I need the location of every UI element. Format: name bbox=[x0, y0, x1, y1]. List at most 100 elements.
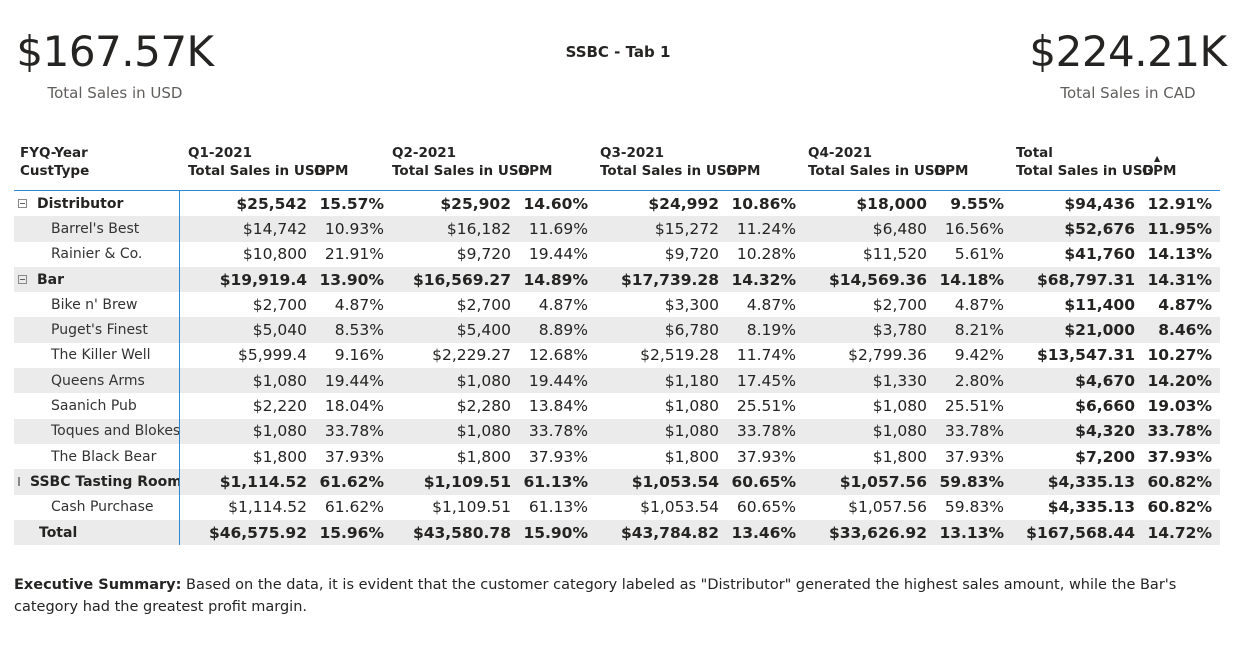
gpm-cell[interactable]: 59.83% bbox=[939, 472, 1004, 491]
column-header-total[interactable]: Total bbox=[1008, 140, 1212, 161]
gpm-cell[interactable]: 61.13% bbox=[528, 498, 588, 517]
gpm-cell[interactable]: 14.31% bbox=[1147, 270, 1212, 289]
sales-cell[interactable]: $1,080 bbox=[872, 397, 927, 416]
gpm-cell[interactable]: 17.45% bbox=[736, 371, 796, 390]
sales-cell[interactable]: $17,739.28 bbox=[620, 270, 719, 289]
kpi-card-usd[interactable]: $167.57K Total Sales in USD bbox=[10, 24, 220, 102]
sales-cell[interactable]: $1,800 bbox=[664, 447, 719, 466]
gpm-cell[interactable]: 33.78% bbox=[1147, 422, 1212, 441]
gpm-cell[interactable]: 14.20% bbox=[1147, 371, 1212, 390]
gpm-cell[interactable]: 10.93% bbox=[324, 219, 384, 238]
sales-cell[interactable]: $2,280 bbox=[456, 397, 511, 416]
gpm-cell[interactable]: 19.03% bbox=[1147, 397, 1212, 416]
minus-square-icon[interactable] bbox=[18, 275, 27, 285]
row-header[interactable]: Toques and Blokes bbox=[14, 418, 180, 444]
column-header-q3[interactable]: Q3-2021 bbox=[592, 140, 800, 161]
sales-cell[interactable]: $2,799.36 bbox=[848, 346, 927, 365]
corner-header-bottom[interactable]: CustType bbox=[20, 163, 90, 179]
sales-cell[interactable]: $9,720 bbox=[664, 245, 719, 264]
sales-cell[interactable]: $19,919.4 bbox=[219, 270, 307, 289]
sales-cell[interactable]: $1,114.52 bbox=[219, 472, 307, 491]
row-header[interactable]: Distributor bbox=[14, 191, 180, 217]
gpm-cell[interactable]: 21.91% bbox=[324, 245, 384, 264]
sales-cell[interactable]: $1,053.54 bbox=[640, 498, 719, 517]
gpm-cell[interactable]: 9.42% bbox=[954, 346, 1004, 365]
sales-cell[interactable]: $1,080 bbox=[456, 422, 511, 441]
sales-cell[interactable]: $1,057.56 bbox=[839, 472, 927, 491]
sales-cell[interactable]: $1,057.56 bbox=[848, 498, 927, 517]
sales-cell[interactable]: $1,800 bbox=[252, 447, 307, 466]
gpm-cell[interactable]: 14.18% bbox=[939, 270, 1004, 289]
gpm-cell[interactable]: 11.74% bbox=[736, 346, 796, 365]
gpm-cell[interactable]: 11.95% bbox=[1147, 219, 1212, 238]
column-header-q2[interactable]: Q2-2021 bbox=[384, 140, 592, 161]
gpm-cell[interactable]: 60.65% bbox=[736, 498, 796, 517]
sales-header[interactable]: Total Sales in USD bbox=[188, 163, 326, 179]
gpm-header[interactable]: GPM bbox=[726, 163, 761, 179]
gpm-header[interactable]: GPM bbox=[934, 163, 969, 179]
gpm-cell[interactable]: 8.53% bbox=[334, 321, 384, 340]
table-row[interactable]: The Black Bear $1,800 37.93% $1,800 37.93% $1… bbox=[14, 443, 1220, 470]
gpm-cell[interactable]: 10.86% bbox=[731, 194, 796, 213]
sales-cell[interactable]: $11,400 bbox=[1064, 295, 1135, 314]
gpm-cell[interactable]: 11.69% bbox=[528, 219, 588, 238]
sales-cell[interactable]: $9,720 bbox=[456, 245, 511, 264]
gpm-cell[interactable]: 15.96% bbox=[319, 523, 384, 542]
sales-header[interactable]: Total Sales in USD bbox=[808, 163, 946, 179]
row-header[interactable]: Barrel's Best bbox=[14, 216, 180, 242]
sales-cell[interactable]: $1,330 bbox=[872, 371, 927, 390]
gpm-cell[interactable]: 13.46% bbox=[731, 523, 796, 542]
gpm-cell[interactable]: 14.60% bbox=[523, 194, 588, 213]
sales-cell[interactable]: $5,040 bbox=[252, 321, 307, 340]
gpm-cell[interactable]: 37.93% bbox=[528, 447, 588, 466]
sales-cell[interactable]: $4,320 bbox=[1075, 422, 1135, 441]
gpm-cell[interactable]: 9.55% bbox=[950, 194, 1004, 213]
sales-cell[interactable]: $43,580.78 bbox=[412, 523, 511, 542]
gpm-cell[interactable]: 12.68% bbox=[528, 346, 588, 365]
table-row[interactable]: Toques and Blokes $1,080 33.78% $1,080 33.78… bbox=[14, 418, 1220, 444]
gpm-cell[interactable]: 60.82% bbox=[1147, 498, 1212, 517]
kpi-card-cad[interactable]: $224.21K Total Sales in CAD bbox=[1023, 24, 1233, 102]
sales-cell[interactable]: $21,000 bbox=[1064, 321, 1135, 340]
sales-cell[interactable]: $1,080 bbox=[664, 422, 719, 441]
gpm-cell[interactable]: 37.93% bbox=[736, 447, 796, 466]
gpm-cell[interactable]: 19.44% bbox=[528, 371, 588, 390]
gpm-cell[interactable]: 25.51% bbox=[736, 397, 796, 416]
sales-cell[interactable]: $1,080 bbox=[664, 397, 719, 416]
gpm-cell[interactable]: 14.32% bbox=[731, 270, 796, 289]
sales-cell[interactable]: $1,114.52 bbox=[228, 498, 307, 517]
group-row[interactable]: Bar $19,919.4 13.90% $16,569.27 14.89% $17,73… bbox=[14, 266, 1220, 293]
sales-cell[interactable]: $14,569.36 bbox=[828, 270, 927, 289]
sales-cell[interactable]: $1,080 bbox=[252, 371, 307, 390]
gpm-cell[interactable]: 18.04% bbox=[324, 397, 384, 416]
sales-cell[interactable]: $52,676 bbox=[1064, 219, 1135, 238]
table-row[interactable]: Rainier & Co. $10,800 21.91% $9,720 19.44% $9… bbox=[14, 241, 1220, 267]
column-header-q4[interactable]: Q4-2021 bbox=[800, 140, 1008, 161]
gpm-header[interactable]: GPM bbox=[518, 163, 553, 179]
gpm-cell[interactable]: 37.93% bbox=[944, 447, 1004, 466]
row-header[interactable]: The Black Bear bbox=[14, 443, 180, 470]
sales-cell[interactable]: $24,992 bbox=[648, 194, 719, 213]
sales-cell[interactable]: $18,000 bbox=[856, 194, 927, 213]
gpm-cell[interactable]: 16.56% bbox=[944, 219, 1004, 238]
gpm-cell[interactable]: 14.72% bbox=[1147, 523, 1212, 542]
gpm-cell[interactable]: 4.87% bbox=[954, 295, 1004, 314]
gpm-cell[interactable]: 33.78% bbox=[324, 422, 384, 441]
sales-cell[interactable]: $94,436 bbox=[1064, 194, 1135, 213]
gpm-cell[interactable]: 10.28% bbox=[736, 245, 796, 264]
sales-header[interactable]: Total Sales in USD bbox=[392, 163, 530, 179]
gpm-cell[interactable]: 33.78% bbox=[528, 422, 588, 441]
sales-cell[interactable]: $2,229.27 bbox=[432, 346, 511, 365]
table-row[interactable]: Queens Arms $1,080 19.44% $1,080 19.44% $1,18… bbox=[14, 368, 1220, 394]
sales-cell[interactable]: $16,182 bbox=[446, 219, 511, 238]
sales-cell[interactable]: $1,080 bbox=[252, 422, 307, 441]
sales-cell[interactable]: $3,780 bbox=[872, 321, 927, 340]
gpm-cell[interactable]: 60.82% bbox=[1147, 472, 1212, 491]
matrix-visual[interactable]: FYQ-Year Q1-2021 Q2-2021 Q3-2021 Q4-2021… bbox=[14, 140, 1220, 546]
sales-cell[interactable]: $2,700 bbox=[456, 295, 511, 314]
sales-cell[interactable]: $43,784.82 bbox=[620, 523, 719, 542]
row-header[interactable]: Rainier & Co. bbox=[14, 241, 180, 267]
sales-cell[interactable]: $5,999.4 bbox=[237, 346, 307, 365]
column-header-q1[interactable]: Q1-2021 bbox=[180, 140, 384, 161]
gpm-cell[interactable]: 33.78% bbox=[944, 422, 1004, 441]
